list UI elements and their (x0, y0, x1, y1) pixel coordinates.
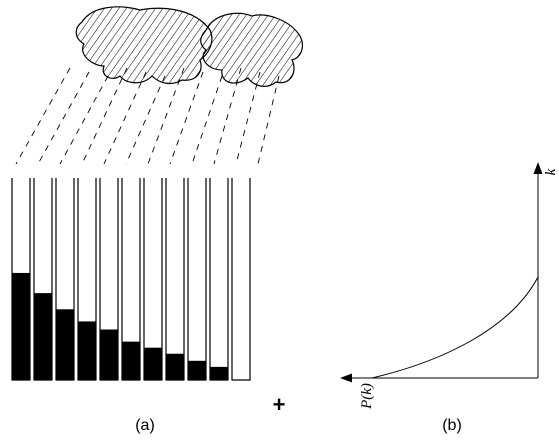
tube (187, 178, 207, 381)
horizontal-axis-arrow-icon (340, 373, 352, 383)
rain-streak (81, 67, 128, 165)
tube (231, 178, 251, 381)
rain-streak (15, 67, 71, 165)
panel-a-marker: + (273, 392, 286, 417)
tube-fill (188, 360, 206, 380)
horizontal-axis-label: P(k) (359, 383, 375, 410)
rain-streak (125, 75, 166, 165)
panel-b-graph (340, 162, 543, 383)
rain-streak (169, 71, 204, 165)
panel-a-caption: (a) (135, 417, 155, 434)
rain-streaks (15, 67, 280, 165)
rain-streak (103, 71, 147, 165)
tube-fill (56, 309, 74, 380)
rain-streak (59, 75, 109, 165)
cloud-right (200, 12, 304, 87)
tube-fill (12, 272, 30, 380)
tube-fill (166, 353, 184, 380)
rain-streak (147, 67, 185, 165)
tube-fill (210, 366, 228, 380)
rain-streak (213, 67, 242, 165)
vertical-axis-label: k (543, 168, 559, 175)
rain-streak (257, 75, 280, 165)
tube-fill (122, 341, 140, 380)
rain-streak (235, 71, 261, 165)
tube-fill (78, 321, 96, 380)
tube-fill (34, 293, 52, 380)
tube-fill (144, 347, 162, 380)
tube (165, 178, 185, 381)
tube-fill (100, 329, 118, 380)
tube (209, 178, 229, 381)
panel-b-caption: (b) (442, 417, 462, 434)
tube-array (11, 178, 251, 381)
distribution-curve (371, 276, 539, 379)
rain-streak (37, 71, 90, 165)
cloud-left (75, 6, 213, 85)
rain-streak (191, 75, 223, 165)
vertical-axis-arrow-icon (533, 162, 543, 174)
